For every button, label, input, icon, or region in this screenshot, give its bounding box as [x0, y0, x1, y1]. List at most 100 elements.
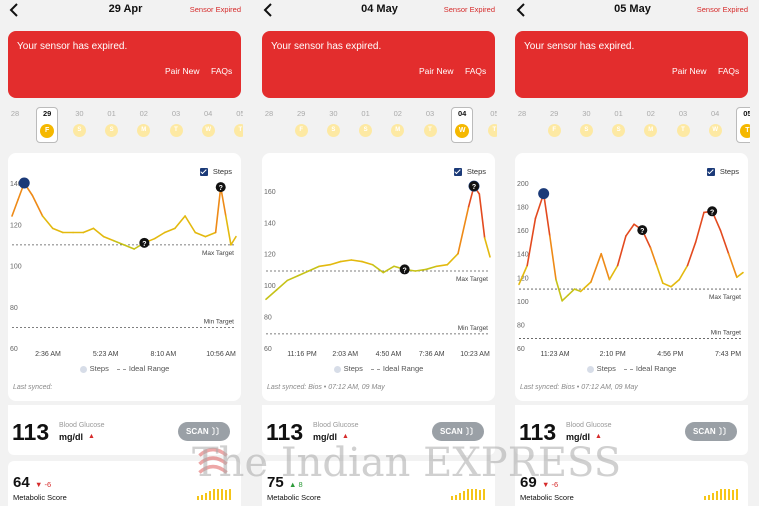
day-number: 28: [264, 109, 274, 118]
faqs-link[interactable]: FAQs: [211, 66, 233, 76]
day-selector: 28 29 F 30 S 01 S 02 M 03 T 04 W 05 T: [262, 107, 497, 148]
day-item[interactable]: 03 T: [165, 108, 187, 137]
chart-legend: Steps Ideal Range: [515, 364, 748, 373]
banner-message: Your sensor has expired.: [524, 41, 635, 52]
glucose-line-segment: [307, 265, 321, 272]
glucose-value: 113: [12, 419, 50, 445]
steps-toggle-label: Steps: [466, 167, 486, 176]
glucose-line-segment: [41, 215, 54, 230]
back-icon[interactable]: [515, 2, 531, 18]
steps-legend-icon: [586, 365, 594, 373]
day-letter: W: [201, 124, 215, 137]
day-number: 04: [711, 109, 720, 118]
day-item[interactable]: 29 F: [543, 108, 565, 137]
faqs-link[interactable]: FAQs: [718, 66, 740, 76]
back-icon[interactable]: [262, 2, 278, 18]
glucose-line-segment: [719, 229, 730, 255]
x-tick-label: 7:43 PM: [715, 351, 741, 358]
glucose-line-chart: 160 140 120 100 80 60 11:16 PM 2:03 AM 4:50 AM 7:…: [264, 180, 491, 358]
day-item[interactable]: 01 S: [608, 108, 630, 137]
steps-toggle[interactable]: Steps: [199, 167, 232, 176]
steps-toggle-label: Steps: [212, 167, 232, 176]
day-number: 01: [614, 109, 623, 118]
scan-button[interactable]: SCAN 〕〕: [685, 422, 737, 441]
day-item[interactable]: 05 T: [736, 107, 750, 143]
day-item[interactable]: 03 T: [419, 108, 441, 137]
day-item[interactable]: 28: [262, 108, 280, 120]
glucose-value: 113: [266, 419, 304, 445]
pair-new-link[interactable]: Pair New: [165, 66, 200, 76]
metabolic-score-card[interactable]: 64 ▼ -6 Metabolic Score: [8, 461, 241, 506]
question-mark-glyph: ?: [219, 185, 223, 192]
glucose-line-segment: [329, 260, 342, 266]
trend-up-icon: ▲: [342, 433, 349, 440]
day-item[interactable]: 29 F: [36, 107, 59, 143]
chart-legend: Steps Ideal Range: [8, 364, 241, 373]
checkbox-icon[interactable]: [706, 167, 715, 176]
scan-button[interactable]: SCAN 〕〕: [432, 422, 484, 441]
day-item[interactable]: 05 T: [483, 108, 497, 137]
day-letter: S: [326, 124, 340, 137]
pair-new-link[interactable]: Pair New: [419, 66, 454, 76]
question-mark-glyph: ?: [403, 267, 407, 274]
steps-toggle[interactable]: Steps: [453, 167, 486, 176]
metabolic-score-label: Metabolic Score: [267, 493, 321, 502]
day-item[interactable]: 30 S: [322, 108, 344, 137]
x-tick-label: 2:03 AM: [332, 351, 358, 358]
y-tick-label: 80: [264, 315, 272, 322]
glucose-line-segment: [616, 235, 627, 267]
blood-glucose-card: 113 Blood Glucose mg/dl ▲ SCAN 〕〕: [8, 405, 241, 455]
day-item[interactable]: 04 W: [451, 107, 474, 143]
metabolic-score-card[interactable]: 75 ▲ 8 Metabolic Score: [262, 461, 495, 506]
day-item[interactable]: 02 M: [640, 108, 662, 137]
day-item[interactable]: 05 T: [229, 108, 243, 137]
score-delta: ▲ 8: [289, 480, 303, 489]
glucose-line-segment: [526, 217, 537, 267]
day-item[interactable]: 30 S: [68, 108, 90, 137]
scan-label: SCAN: [693, 427, 716, 436]
checkbox-icon[interactable]: [453, 167, 462, 176]
day-number: 28: [517, 109, 527, 118]
trend-up-icon: ▲: [88, 433, 95, 440]
day-item[interactable]: 02 M: [387, 108, 409, 137]
ideal-range-legend-label: Ideal Range: [128, 364, 170, 373]
glucose-line-segment: [457, 205, 470, 255]
day-item[interactable]: 28: [8, 108, 26, 120]
day-item[interactable]: 29 F: [290, 108, 312, 137]
x-tick-label: 11:23 AM: [540, 351, 569, 358]
indian-express-logo: [198, 447, 228, 474]
glucose-line-segment: [425, 265, 438, 271]
y-tick-label: 160: [517, 228, 529, 235]
steps-toggle[interactable]: Steps: [706, 167, 739, 176]
glucose-line-segment: [102, 235, 115, 242]
y-tick-label: 100: [10, 264, 22, 271]
glucose-unit: mg/dl: [313, 432, 337, 442]
faqs-link[interactable]: FAQs: [465, 66, 487, 76]
y-tick-label: 120: [264, 252, 276, 259]
day-item[interactable]: 01 S: [101, 108, 123, 137]
back-icon[interactable]: [8, 2, 24, 18]
question-marker-icon: [215, 182, 226, 193]
day-number: 03: [425, 109, 435, 118]
ideal-range-legend-icon: [370, 368, 380, 370]
glucose-line-segment: [608, 264, 619, 281]
day-number: 03: [171, 109, 181, 118]
day-item[interactable]: 02 M: [133, 108, 155, 137]
pair-new-link[interactable]: Pair New: [672, 66, 707, 76]
day-item[interactable]: 30 S: [575, 108, 597, 137]
day-item[interactable]: 28: [515, 108, 533, 120]
y-tick-label: 120: [517, 275, 529, 282]
glucose-line-segment: [573, 288, 582, 293]
day-item[interactable]: 03 T: [672, 108, 694, 137]
metabolic-score-card[interactable]: 69 ▼ -6 Metabolic Score: [515, 461, 748, 506]
checkbox-icon[interactable]: [199, 167, 208, 176]
day-item[interactable]: 04 W: [704, 108, 726, 137]
glucose-line-segment: [555, 278, 563, 302]
day-letter: M: [137, 124, 151, 137]
metabolic-score-value: 75: [267, 474, 284, 491]
metabolic-score-label: Metabolic Score: [13, 493, 67, 502]
scan-button[interactable]: SCAN 〕〕: [178, 422, 230, 441]
day-item[interactable]: 04 W: [197, 108, 219, 137]
day-item[interactable]: 01 S: [355, 108, 377, 137]
nfc-icon: 〕〕: [719, 427, 731, 436]
